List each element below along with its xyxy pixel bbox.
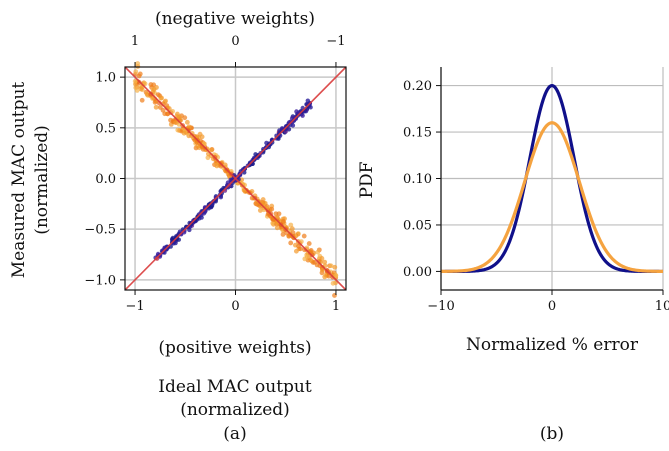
panel-a-x-tick-label-1: 0 <box>231 299 239 314</box>
panel-a-point-negative-289 <box>274 225 280 231</box>
panel-a-point-negative-313 <box>155 92 161 98</box>
panel-a-point-negative-120 <box>209 147 214 153</box>
panel-a-point-negative-334 <box>312 259 318 265</box>
panel-b-y-tick-label-4: 0.20 <box>403 79 432 94</box>
panel-a-y-tick-label-3: 0.5 <box>95 121 116 136</box>
panel-a-point-negative-41 <box>288 222 294 228</box>
panel-b-x-label: Normalized % error <box>466 335 639 355</box>
panel-a-point-negative-155 <box>270 220 276 226</box>
panel-a-top-tick-label-0: 1 <box>131 34 139 49</box>
panel-a-top-ticks: 1 0 −1 <box>131 34 346 67</box>
panel-a-point-negative-368 <box>290 230 296 236</box>
panel-a-point-negative-320 <box>308 257 314 263</box>
panel-a-point-negative-317 <box>280 232 286 237</box>
panel-a-y-tick-label-4: 1.0 <box>95 71 116 86</box>
panel-a-y-ticks: −1.0 −0.5 0.0 0.5 1.0 <box>84 71 125 288</box>
panel-a-point-negative-212 <box>306 241 312 246</box>
panel-b-y-label: PDF <box>357 161 377 198</box>
panel-a-point-negative-356 <box>175 111 180 117</box>
panel-a-point-negative-358 <box>197 131 203 137</box>
panel-a-point-negative-200 <box>328 263 334 269</box>
panel-a-x-tick-label-0: −1 <box>125 299 144 314</box>
panel-a-point-negative-349 <box>253 201 259 207</box>
panel-b-y-ticks: 0.00 0.05 0.10 0.15 0.20 <box>403 79 441 280</box>
panel-a-point-negative-370 <box>151 86 157 92</box>
panel-a-point-negative-228 <box>159 95 164 101</box>
panel-a-point-negative-203 <box>133 69 139 75</box>
panel-a-point-negative-359 <box>322 274 328 280</box>
panel-b-y-tick-label-2: 0.10 <box>403 172 432 187</box>
panel-a-point-negative-377 <box>135 61 141 66</box>
panel-a-caption-line-2: (normalized) <box>180 400 290 420</box>
panel-b-x-tick-label-2: 10 <box>655 299 669 314</box>
panel-a-point-negative-163 <box>151 82 157 88</box>
panel-a-x-ticks: −1 0 1 <box>125 290 340 314</box>
panel-a-point-positive-160 <box>290 123 296 128</box>
panel-a-point-negative-353 <box>320 267 325 273</box>
panel-b-caption-label: (b) <box>540 424 564 444</box>
panel-a-point-negative-45 <box>153 104 159 110</box>
panel-a-point-negative-331 <box>308 248 314 253</box>
panel-a-point-positive-176 <box>173 240 178 246</box>
panel-a-point-negative-246 <box>296 243 301 249</box>
panel-a-point-negative-304 <box>219 160 224 166</box>
panel-a-y-tick-label-1: −0.5 <box>84 223 116 238</box>
panel-b-y-tick-label-3: 0.15 <box>403 126 432 141</box>
panel-a-reference-lines <box>124 66 347 291</box>
panel-a-point-negative-347 <box>315 249 321 255</box>
panel-a-point-negative-354 <box>326 273 332 279</box>
panel-a-top-axis-label: (negative weights) <box>155 9 315 29</box>
panel-a-point-negative-332 <box>330 280 336 286</box>
panel-a-y-label-line-1: Measured MAC output <box>9 82 29 279</box>
panel-b-grid <box>440 67 664 290</box>
panel-a-point-negative-225 <box>168 117 173 123</box>
panel-a-point-negative-314 <box>304 254 310 260</box>
panel-a-point-positive-179 <box>218 195 224 200</box>
panel-a-x-tick-label-2: 1 <box>332 299 340 314</box>
panel-a-top-tick-label-1: 0 <box>231 34 239 49</box>
panel-a-point-positive-232 <box>294 109 299 114</box>
panel-a-point-negative-296 <box>273 211 279 217</box>
panel-a-point-negative-140 <box>170 108 175 114</box>
panel-a-reference-line-1 <box>124 66 347 291</box>
panel-a-point-negative-338 <box>293 248 299 254</box>
panel-a-point-positive-182 <box>300 113 305 118</box>
panel-a-point-negative-367 <box>332 264 338 270</box>
panel-a-point-negative-188 <box>162 111 168 117</box>
panel-a-point-positive-39 <box>305 98 311 103</box>
panel-a-point-negative-361 <box>269 206 275 212</box>
panel-a-y-label-line-2: (normalized) <box>32 125 52 235</box>
panel-a-caption-label: (a) <box>223 424 246 444</box>
panel-a-point-negative-352 <box>132 78 138 84</box>
panel-a-point-negative-84 <box>184 119 190 125</box>
panel-b-y-tick-label-0: 0.00 <box>403 265 432 280</box>
panel-a-point-negative-130 <box>137 71 143 77</box>
panel-a: −1 0 1 1 0 −1 −1.0 −0.5 0.0 0.5 1.0 (negative we… <box>9 9 347 444</box>
panel-b-curves <box>440 83 664 274</box>
panel-a-point-negative-379 <box>181 130 187 136</box>
panel-a-point-negative-255 <box>139 97 145 103</box>
panel-a-point-negative-325 <box>134 88 140 93</box>
panel-b-x-tick-label-1: 0 <box>548 299 556 314</box>
panel-b-y-tick-label-1: 0.05 <box>403 218 432 233</box>
panel-a-y-tick-label-2: 0.0 <box>95 172 116 187</box>
panel-b: −10 0 10 0.00 0.05 0.10 0.15 0.20 Normalized %… <box>357 67 669 444</box>
panel-a-point-negative-222 <box>301 233 307 239</box>
panel-a-point-negative-20 <box>322 259 328 265</box>
panel-a-caption-line-1: Ideal MAC output <box>158 377 312 397</box>
panel-a-top-tick-label-2: −1 <box>326 34 345 49</box>
panel-b-x-tick-label-0: −10 <box>427 299 454 314</box>
panel-b-series-line-1 <box>440 121 664 273</box>
panel-a-y-tick-label-0: −1.0 <box>84 273 116 288</box>
panel-b-series-line-0 <box>440 83 664 274</box>
panel-b-x-ticks: −10 0 10 <box>427 290 669 314</box>
panel-a-point-negative-369 <box>333 273 339 279</box>
panel-a-point-negative-17 <box>288 240 294 246</box>
panel-a-x-label: (positive weights) <box>158 338 311 358</box>
